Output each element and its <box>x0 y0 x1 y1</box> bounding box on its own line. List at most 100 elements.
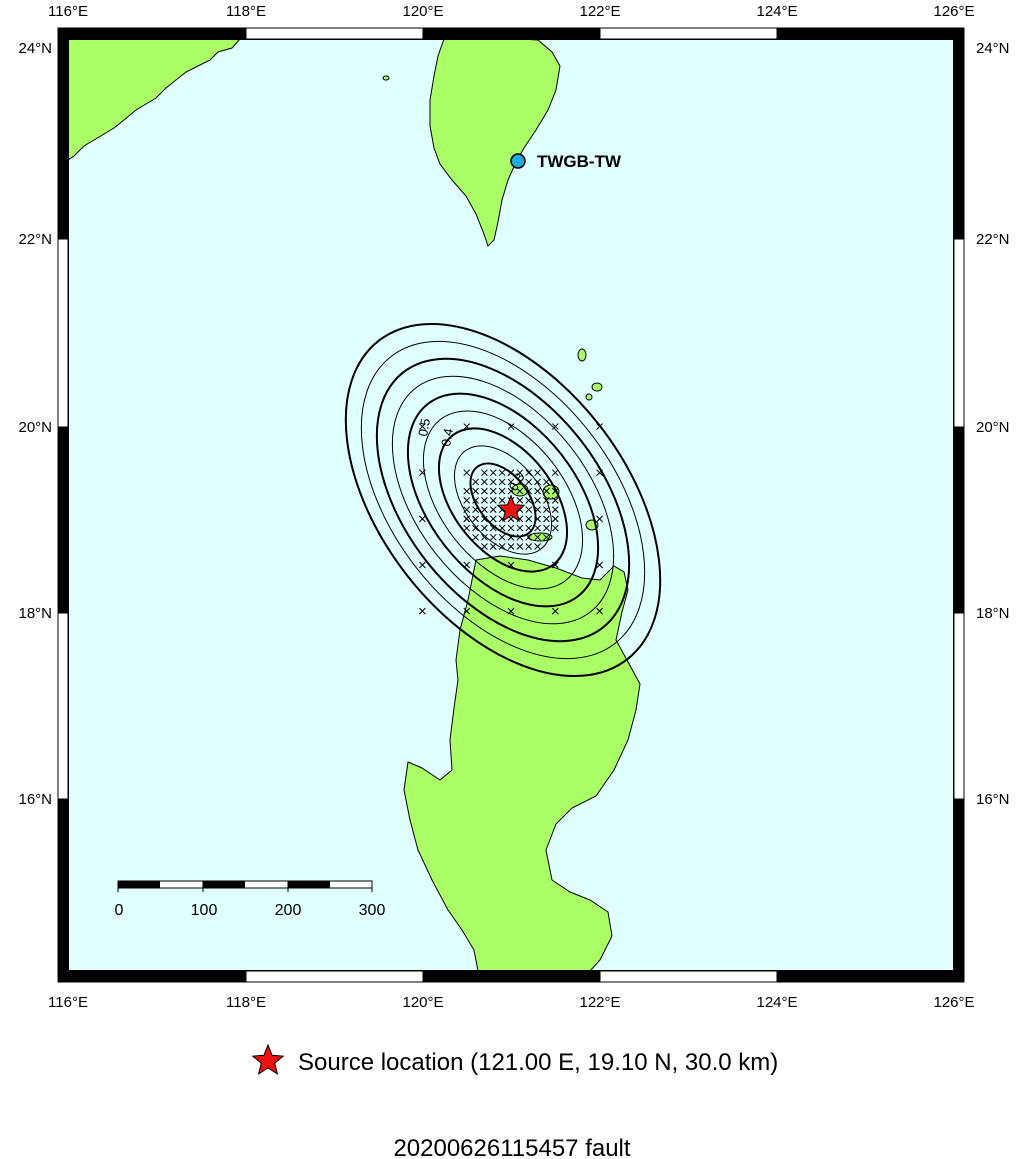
scale-label-100: 100 <box>191 902 218 919</box>
grid-cross-icon <box>507 469 515 477</box>
grid-cross-icon <box>551 524 559 532</box>
grid-cross-icon <box>507 478 515 486</box>
grid-cross-icon <box>419 607 426 615</box>
frame-top-segment <box>776 27 965 40</box>
figure-title: 20200626115457 fault <box>393 1135 630 1159</box>
grid-cross-icon <box>463 469 471 477</box>
lat-tick-label-left: 24°N <box>18 40 52 57</box>
legend: Source location (121.00 E, 19.10 N, 30.0… <box>251 1043 778 1076</box>
grid-cross-icon <box>489 515 497 523</box>
grid-cross-icon <box>481 497 488 504</box>
contour-line <box>453 445 553 555</box>
contour-label-0: 0.5 <box>415 417 433 437</box>
grid-cross-icon <box>525 469 533 477</box>
grid-cross-icon <box>489 478 497 486</box>
grid-cross-icon <box>543 497 550 504</box>
grid-cross-icon <box>551 515 559 523</box>
lon-tick-label-bottom: 122°E <box>579 994 620 1011</box>
station-marker: TWGB-TW <box>510 152 622 171</box>
grid-cross-icon <box>596 561 603 569</box>
grid-cross-icon <box>419 515 426 523</box>
grid-cross-icon <box>534 524 541 532</box>
grid-cross-icon <box>516 497 524 504</box>
frame-left-segment <box>57 426 69 614</box>
grid-cross-icon <box>489 497 497 504</box>
frame-right-segment <box>953 27 965 40</box>
grid-cross-icon <box>463 524 471 532</box>
grid-cross-icon <box>472 478 479 486</box>
grid-cross-icon <box>534 478 541 486</box>
grid-cross-icon <box>472 533 479 541</box>
grid-cross-icon <box>498 533 506 541</box>
grid-cross-icon <box>481 469 488 477</box>
lat-tick-label-left: 20°N <box>18 419 52 436</box>
grid-cross-icon <box>481 533 488 541</box>
grid-cross-icon <box>516 469 524 477</box>
lon-tick-label-top: 126°E <box>933 3 974 20</box>
grid-cross-icon <box>543 524 550 532</box>
grid-cross-icon <box>463 515 471 523</box>
frame-right-segment <box>953 612 965 800</box>
grid-cross-icon <box>498 543 506 550</box>
tick-labels: 116°E 116°E 118°E 118°E 120°E 120°E 122°E 122°E… <box>18 3 1009 1011</box>
contour-line <box>406 392 600 608</box>
frame-right-segment <box>953 38 965 240</box>
grid-cross-icon <box>551 423 559 430</box>
grid-cross-icon <box>463 506 471 513</box>
grid-cross-icon <box>498 497 506 504</box>
grid-cross-icon <box>534 515 541 523</box>
island-batanes-1 <box>577 348 587 362</box>
grid-cross-icon <box>419 423 426 430</box>
contour-label-1: 0.4 <box>438 427 456 447</box>
grid-cross-icon <box>525 478 533 486</box>
grid-cross-icon <box>498 478 506 486</box>
grid-cross-icon <box>463 561 471 569</box>
station-circle-icon <box>510 153 526 169</box>
grid-cross-icon <box>516 524 524 532</box>
grid-cross-icon <box>507 607 515 615</box>
grid-cross-icon <box>463 607 471 615</box>
source-star-icon <box>496 494 526 523</box>
grid-cross-icon <box>419 469 426 477</box>
grid-cross-icon <box>498 524 506 532</box>
frame-top-segment <box>57 27 247 40</box>
station-label: TWGB-TW <box>537 152 622 171</box>
grid-cross-icon <box>507 423 515 430</box>
grid-cross-icon <box>507 533 515 541</box>
grid-cross-icon <box>543 506 550 513</box>
island-batanes-2 <box>591 382 603 392</box>
lon-tick-label-top: 122°E <box>579 3 620 20</box>
grid-cross-icon <box>543 478 550 486</box>
grid-cross-icon <box>543 515 550 523</box>
grid-cross-icon <box>551 561 559 569</box>
grid-cross-icon <box>498 487 506 495</box>
lon-tick-label-top: 124°E <box>756 3 797 20</box>
grid-cross-icon <box>463 423 471 430</box>
scale-bar: 0 100 200 300 <box>115 880 386 919</box>
grid-cross-icon <box>551 487 559 495</box>
grid-cross-icon <box>472 487 479 495</box>
grid-cross-icon <box>525 515 533 523</box>
grid-crosses <box>419 423 603 615</box>
grid-cross-icon <box>525 497 533 504</box>
grid-cross-icon <box>525 533 533 541</box>
land-china <box>68 39 241 161</box>
legend-text: Source location (121.00 E, 19.10 N, 30.0… <box>298 1049 778 1076</box>
lon-tick-label-bottom: 126°E <box>933 994 974 1011</box>
grid-cross-icon <box>481 487 488 495</box>
grid-cross-icon <box>489 469 497 477</box>
grid-cross-icon <box>489 533 497 541</box>
grid-cross-icon <box>516 478 524 486</box>
island-batanes-3 <box>585 393 593 401</box>
grid-cross-icon <box>534 506 541 513</box>
contour-line <box>375 357 631 643</box>
scale-label-300: 300 <box>359 902 386 919</box>
frame-bottom-segment <box>599 970 778 983</box>
grid-cross-icon <box>489 543 497 550</box>
grid-cross-icon <box>481 506 488 513</box>
contour-layer <box>344 322 662 678</box>
grid-cross-icon <box>543 533 550 541</box>
scale-label-0: 0 <box>115 902 124 919</box>
map-frame <box>57 27 965 983</box>
